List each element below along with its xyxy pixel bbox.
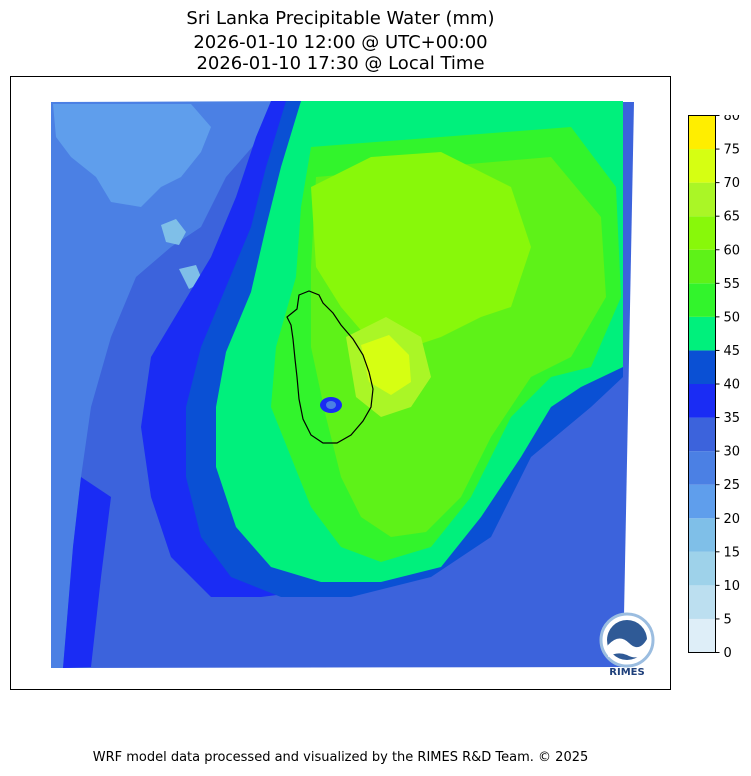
colorbar-tick-label: 15 (724, 545, 741, 560)
colorbar-tick-label: 5 (724, 612, 732, 627)
colorbar-tick-label: 40 (724, 378, 741, 393)
colorbar-segment (688, 182, 716, 217)
colorbar-segment (688, 283, 716, 317)
colorbar-tick-label: 80 (724, 115, 741, 124)
colorbar-segment (688, 216, 716, 250)
colorbar-tick-label: 20 (724, 512, 741, 527)
local-time: 2026-01-10 17:30 @ Local Time (196, 53, 485, 74)
colorbar-tick-label: 70 (724, 176, 741, 191)
colorbar-segment (688, 149, 716, 183)
precipitable-water-map: RIMES (51, 101, 655, 678)
rimes-logo-text: RIMES (609, 667, 644, 678)
colorbar-tick-label: 55 (724, 277, 741, 292)
rimes-logo-icon: RIMES (599, 612, 655, 678)
utc-time: 2026-01-10 12:00 @ UTC+00:00 (193, 32, 488, 53)
colorbar-tick-label: 60 (724, 243, 741, 258)
map-title: Sri Lanka Precipitable Water (mm) (186, 8, 495, 29)
colorbar-segment (688, 350, 716, 384)
colorbar-tick-label: 45 (724, 344, 741, 359)
colorbar-segment (688, 484, 716, 519)
colorbar-segment (688, 249, 716, 284)
footer-credit: WRF model data processed and visualized … (92, 750, 589, 765)
colorbar-segment (688, 384, 716, 418)
map-frame: RIMES (10, 76, 671, 690)
colorbar-segment (688, 585, 716, 619)
colorbar-segment (688, 451, 716, 485)
field-15-20-patch (161, 219, 186, 245)
sri-lanka-coastline (286, 290, 374, 444)
colorbar-tick-label: 50 (724, 310, 741, 325)
field-60-65 (311, 152, 531, 347)
colorbar-tick-label: 30 (724, 445, 741, 460)
colorbar-tick-label: 65 (724, 210, 741, 225)
colorbar-segment (688, 115, 716, 150)
colorbar-segment (688, 551, 716, 586)
colorbar-tick-label: 0 (724, 646, 732, 657)
colorbar-tick-label: 35 (724, 411, 741, 426)
colorbar-tick-label: 25 (724, 478, 741, 493)
colorbar-segment (688, 316, 716, 351)
colorbar-segment (688, 518, 716, 552)
colorbar-segment (688, 618, 716, 653)
field-low-pocket-core (326, 401, 336, 409)
colorbar: 0 5 10 15 20 25 30 35 40 45 50 55 60 65 70 75 80 (688, 115, 741, 657)
colorbar-tick-label: 10 (724, 579, 741, 594)
field-20-25-northwest (53, 104, 211, 207)
field-25-30-west (51, 101, 311, 668)
colorbar-segment (688, 417, 716, 452)
field-70-75 (361, 335, 411, 395)
colorbar-tick-label: 75 (724, 143, 741, 158)
